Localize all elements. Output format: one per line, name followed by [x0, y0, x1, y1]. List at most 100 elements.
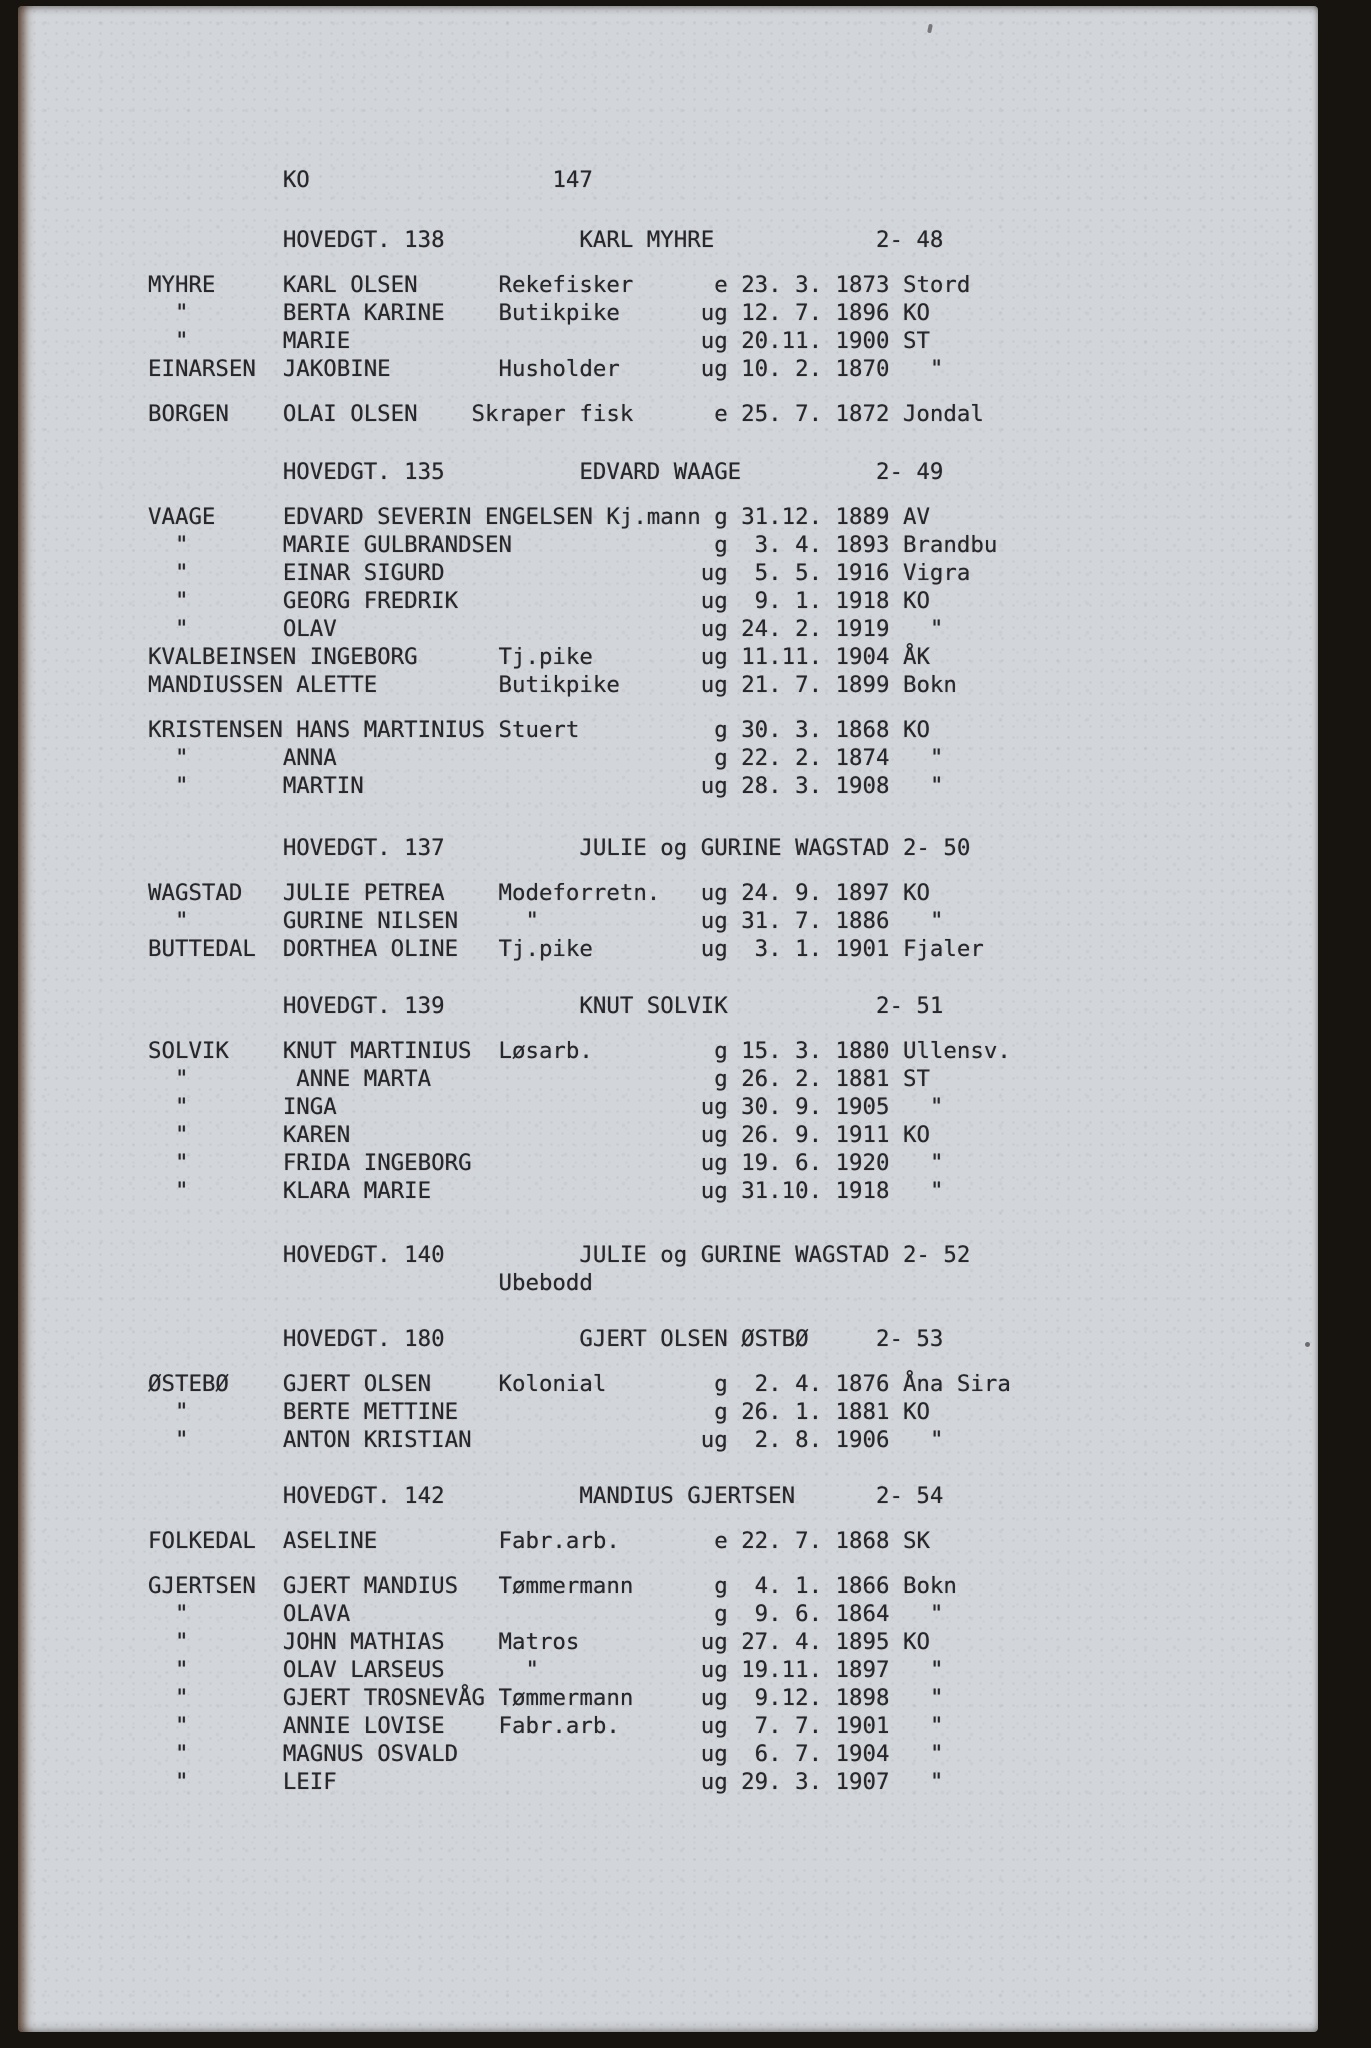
record-line: EINARSEN JAKOBINE Husholder ug 10. 2. 18… [148, 355, 943, 383]
district-code: KO [282, 167, 310, 193]
surname-cell: GJERTSEN [148, 1573, 256, 1599]
occupation-cell: Tømmermann [498, 1685, 634, 1711]
record-line: " OLAV ug 24. 2. 1919 " [148, 615, 943, 643]
birth-place-cell: Bokn [902, 1573, 957, 1599]
birth-place-cell: KO [902, 1399, 930, 1425]
surname-cell: " [174, 1427, 189, 1453]
record-line: " EINAR SIGURD ug 5. 5. 1916 Vigra [148, 559, 970, 587]
birth-place-cell: " [929, 908, 944, 934]
record-line: " JOHN MATHIAS Matros ug 27. 4. 1895 KO [148, 1628, 930, 1656]
birth-date-cell: 27. 4. 1895 [741, 1629, 890, 1655]
birth-place-cell: ÅK [902, 644, 930, 670]
marital-status-cell: ug [700, 1629, 728, 1655]
marital-status-cell: ug [700, 1657, 728, 1683]
birth-place-cell: Jondal [902, 401, 984, 427]
record-line: " ANNIE LOVISE Fabr.arb. ug 7. 7. 1901 " [148, 1712, 943, 1740]
birth-date-cell: 29. 3. 1907 [741, 1769, 890, 1795]
section-title: JULIE og GURINE WAGSTAD [579, 1242, 890, 1268]
birth-place-cell: KO [902, 880, 930, 906]
marital-status-cell: g [714, 717, 728, 743]
given-name-cell: ANTON KRISTIAN [282, 1427, 472, 1453]
surname-cell: " [174, 300, 189, 326]
given-name-cell: GEORG FREDRIK [282, 588, 459, 614]
marital-status-cell: g [714, 1371, 728, 1397]
marital-status-cell: ug [700, 1427, 728, 1453]
record-line: KRISTENSEN HANS MARTINIUS Stuert g 30. 3… [148, 716, 930, 744]
given-name-cell: KLARA MARIE [282, 1178, 432, 1204]
given-name-cell: ANNA [282, 745, 337, 771]
surname-cell: EINARSEN [148, 356, 256, 382]
surname-cell: " [174, 908, 189, 934]
surname-cell: VAAGE [148, 504, 216, 530]
birth-date-cell: 20.11. 1900 [741, 328, 890, 354]
section-address: HOVEDGT. 137 [282, 835, 445, 861]
marital-status-cell: ug [700, 672, 728, 698]
birth-place-cell: " [929, 773, 944, 799]
record-line: GJERTSEN GJERT MANDIUS Tømmermann g 4. 1… [148, 1572, 957, 1600]
occupation-cell: Løsarb. [498, 1038, 593, 1064]
record-line: " ANNE MARTA g 26. 2. 1881 ST [148, 1065, 930, 1093]
marital-status-cell: ug [700, 300, 728, 326]
given-name-cell: ALETTE [296, 672, 378, 698]
occupation-cell: Matros [498, 1629, 580, 1655]
birth-date-cell: 30. 9. 1905 [741, 1094, 890, 1120]
record-line: MANDIUSSEN ALETTE Butikpike ug 21. 7. 18… [148, 671, 957, 699]
given-name-cell: ANNIE LOVISE [282, 1713, 445, 1739]
given-name-cell: OLAV [282, 616, 337, 642]
surname-cell: " [174, 1601, 189, 1627]
occupation-cell: Kj.mann [606, 504, 701, 530]
section-address: HOVEDGT. 138 [282, 227, 445, 253]
birth-place-cell: " [929, 1769, 944, 1795]
marital-status-cell: ug [700, 1769, 728, 1795]
section-header-line: HOVEDGT. 138 KARL MYHRE 2- 48 [148, 226, 944, 254]
record-line: FOLKEDAL ASELINE Fabr.arb. e 22. 7. 1868… [148, 1527, 930, 1555]
given-name-cell: OLAV LARSEUS [282, 1657, 445, 1683]
given-name-cell: JOHN MATHIAS [282, 1629, 445, 1655]
marital-status-cell: ug [700, 644, 728, 670]
given-name-cell: GURINE NILSEN [282, 908, 459, 934]
given-name-cell: MARTIN [282, 773, 364, 799]
birth-place-cell: KO [902, 300, 930, 326]
birth-place-cell: " [929, 745, 944, 771]
surname-cell: " [174, 560, 189, 586]
birth-place-cell: Ullensv. [902, 1038, 1011, 1064]
birth-date-cell: 3. 1. 1901 [741, 936, 890, 962]
record-line: SOLVIK KNUT MARTINIUS Løsarb. g 15. 3. 1… [148, 1037, 1011, 1065]
birth-date-cell: 6. 7. 1904 [741, 1741, 890, 1767]
birth-place-cell: " [929, 1094, 944, 1120]
birth-date-cell: 3. 4. 1893 [741, 532, 890, 558]
given-name-cell: KNUT MARTINIUS [282, 1038, 472, 1064]
birth-place-cell: " [929, 1685, 944, 1711]
birth-date-cell: 28. 3. 1908 [741, 773, 890, 799]
section-header-line: HOVEDGT. 180 GJERT OLSEN ØSTBØ 2- 53 [148, 1325, 944, 1353]
birth-place-cell: Stord [902, 272, 971, 298]
marital-status-cell: g [714, 532, 728, 558]
occupation-cell: Rekefisker [498, 272, 634, 298]
marital-status-cell: g [714, 1601, 728, 1627]
birth-place-cell: " [929, 1150, 944, 1176]
section-address: HOVEDGT. 180 [282, 1326, 445, 1352]
birth-place-cell: Bokn [902, 672, 957, 698]
record-line: " INGA ug 30. 9. 1905 " [148, 1093, 943, 1121]
marital-status-cell: ug [700, 328, 728, 354]
birth-place-cell: " [929, 1178, 944, 1204]
birth-place-cell: Vigra [902, 560, 971, 586]
birth-place-cell: " [929, 1657, 944, 1683]
marital-status-cell: e [714, 1528, 728, 1554]
marital-status-cell: ug [700, 1122, 728, 1148]
surname-cell: " [174, 1122, 189, 1148]
marital-status-cell: ug [700, 936, 728, 962]
birth-place-cell: KO [902, 1122, 930, 1148]
surname-cell: " [174, 1685, 189, 1711]
marital-status-cell: e [714, 272, 728, 298]
section-title: KARL MYHRE [579, 227, 715, 253]
occupation-cell: Butikpike [498, 300, 620, 326]
given-name-cell: OLAI OLSEN [282, 401, 418, 427]
marital-status-cell: ug [700, 560, 728, 586]
page-number: 147 [552, 167, 593, 193]
surname-cell: " [174, 1741, 189, 1767]
surname-cell: KRISTENSEN [148, 717, 283, 743]
record-line: ØSTEBØ GJERT OLSEN Kolonial g 2. 4. 1876… [148, 1370, 1011, 1398]
section-number: 2- 53 [875, 1326, 944, 1352]
